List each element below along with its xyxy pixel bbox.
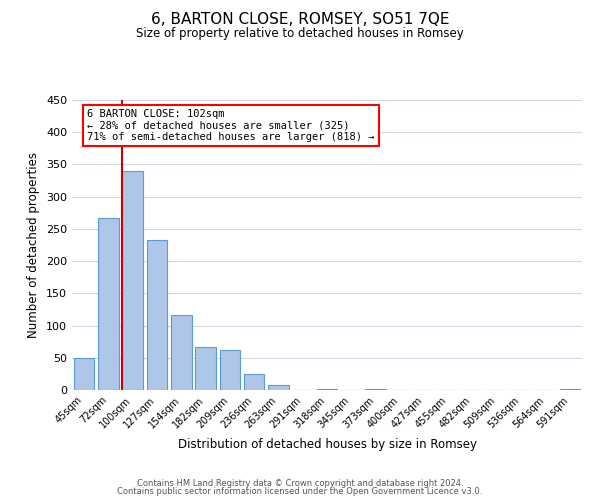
Bar <box>268 386 289 390</box>
Bar <box>317 388 337 390</box>
Bar <box>220 350 240 390</box>
Bar <box>171 315 191 390</box>
Text: 6 BARTON CLOSE: 102sqm
← 28% of detached houses are smaller (325)
71% of semi-de: 6 BARTON CLOSE: 102sqm ← 28% of detached… <box>88 108 375 142</box>
Bar <box>74 358 94 390</box>
Bar <box>146 240 167 390</box>
Y-axis label: Number of detached properties: Number of detached properties <box>28 152 40 338</box>
Bar <box>560 388 580 390</box>
Bar <box>195 348 216 390</box>
Text: 6, BARTON CLOSE, ROMSEY, SO51 7QE: 6, BARTON CLOSE, ROMSEY, SO51 7QE <box>151 12 449 28</box>
Bar <box>98 218 119 390</box>
Text: Contains HM Land Registry data © Crown copyright and database right 2024.: Contains HM Land Registry data © Crown c… <box>137 478 463 488</box>
Bar <box>244 374 265 390</box>
Text: Size of property relative to detached houses in Romsey: Size of property relative to detached ho… <box>136 28 464 40</box>
X-axis label: Distribution of detached houses by size in Romsey: Distribution of detached houses by size … <box>178 438 476 451</box>
Bar <box>122 171 143 390</box>
Text: Contains public sector information licensed under the Open Government Licence v3: Contains public sector information licen… <box>118 487 482 496</box>
